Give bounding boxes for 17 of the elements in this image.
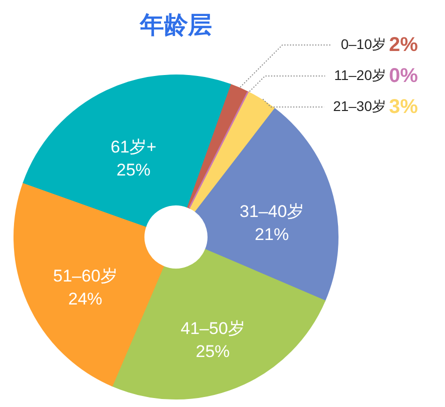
slice-label: 21–30岁 — [333, 98, 386, 114]
donut-slice — [22, 74, 231, 227]
data-label: 3% — [389, 96, 418, 118]
slice-label: 0–10岁 — [340, 36, 386, 52]
text: 0% — [389, 65, 418, 87]
slice-label: 31–40岁 — [240, 202, 304, 222]
data-label: 25% — [116, 160, 151, 180]
chart-title: 年龄层 — [139, 12, 212, 39]
donut-slice — [14, 182, 164, 386]
category-label: 11–20岁 — [334, 67, 386, 83]
slice-label: 41–50岁 — [180, 318, 245, 338]
slice-label: 61岁+ — [110, 138, 157, 157]
data-label: 24% — [68, 290, 102, 309]
data-label: 21% — [254, 225, 289, 244]
data-label: 2% — [389, 34, 418, 56]
slice-label: 51–60岁 — [53, 266, 118, 286]
data-label: 25% — [196, 342, 230, 361]
